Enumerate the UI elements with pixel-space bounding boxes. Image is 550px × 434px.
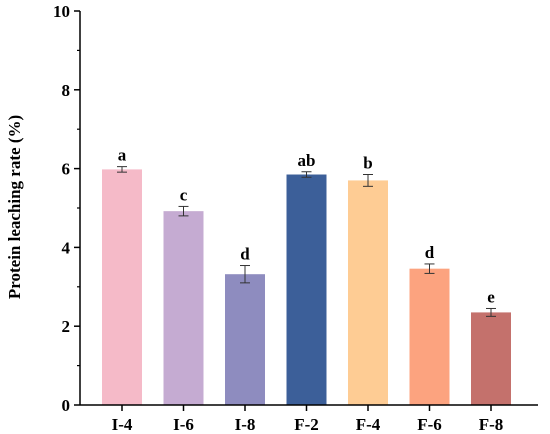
plot-area: a I-4 c I-6 d I-8 ab F-2 b F-4 d F-6 e F-8 0 2 4 6 8 10 bbox=[53, 2, 538, 434]
y-tick-label: 0 bbox=[62, 396, 71, 415]
significance-label: d bbox=[240, 245, 250, 264]
x-tick-label: I-4 bbox=[112, 415, 133, 434]
x-tick-label: F-6 bbox=[417, 415, 442, 434]
x-tick-label: I-6 bbox=[173, 415, 194, 434]
significance-label: e bbox=[487, 287, 495, 306]
y-tick-label: 6 bbox=[62, 160, 71, 179]
x-tick-label: F-2 bbox=[294, 415, 319, 434]
y-tick-label: 10 bbox=[53, 2, 70, 21]
bar bbox=[225, 274, 265, 405]
significance-label: c bbox=[180, 185, 188, 204]
x-tick-label: F-8 bbox=[479, 415, 504, 434]
significance-label: a bbox=[118, 146, 127, 165]
y-axis-title: Protein leaching rate (%) bbox=[5, 115, 24, 299]
significance-label: ab bbox=[298, 151, 316, 170]
bar bbox=[348, 180, 388, 405]
bar bbox=[471, 312, 511, 405]
x-tick-label: I-8 bbox=[235, 415, 256, 434]
bar bbox=[163, 211, 204, 405]
y-tick-label: 8 bbox=[62, 81, 71, 100]
bar bbox=[102, 169, 142, 405]
bar bbox=[286, 174, 327, 405]
y-tick-label: 4 bbox=[62, 238, 71, 257]
bar bbox=[409, 268, 450, 405]
significance-label: d bbox=[425, 243, 435, 262]
x-tick-label: F-4 bbox=[356, 415, 381, 434]
significance-label: b bbox=[363, 154, 372, 173]
y-tick-label: 2 bbox=[62, 317, 71, 336]
